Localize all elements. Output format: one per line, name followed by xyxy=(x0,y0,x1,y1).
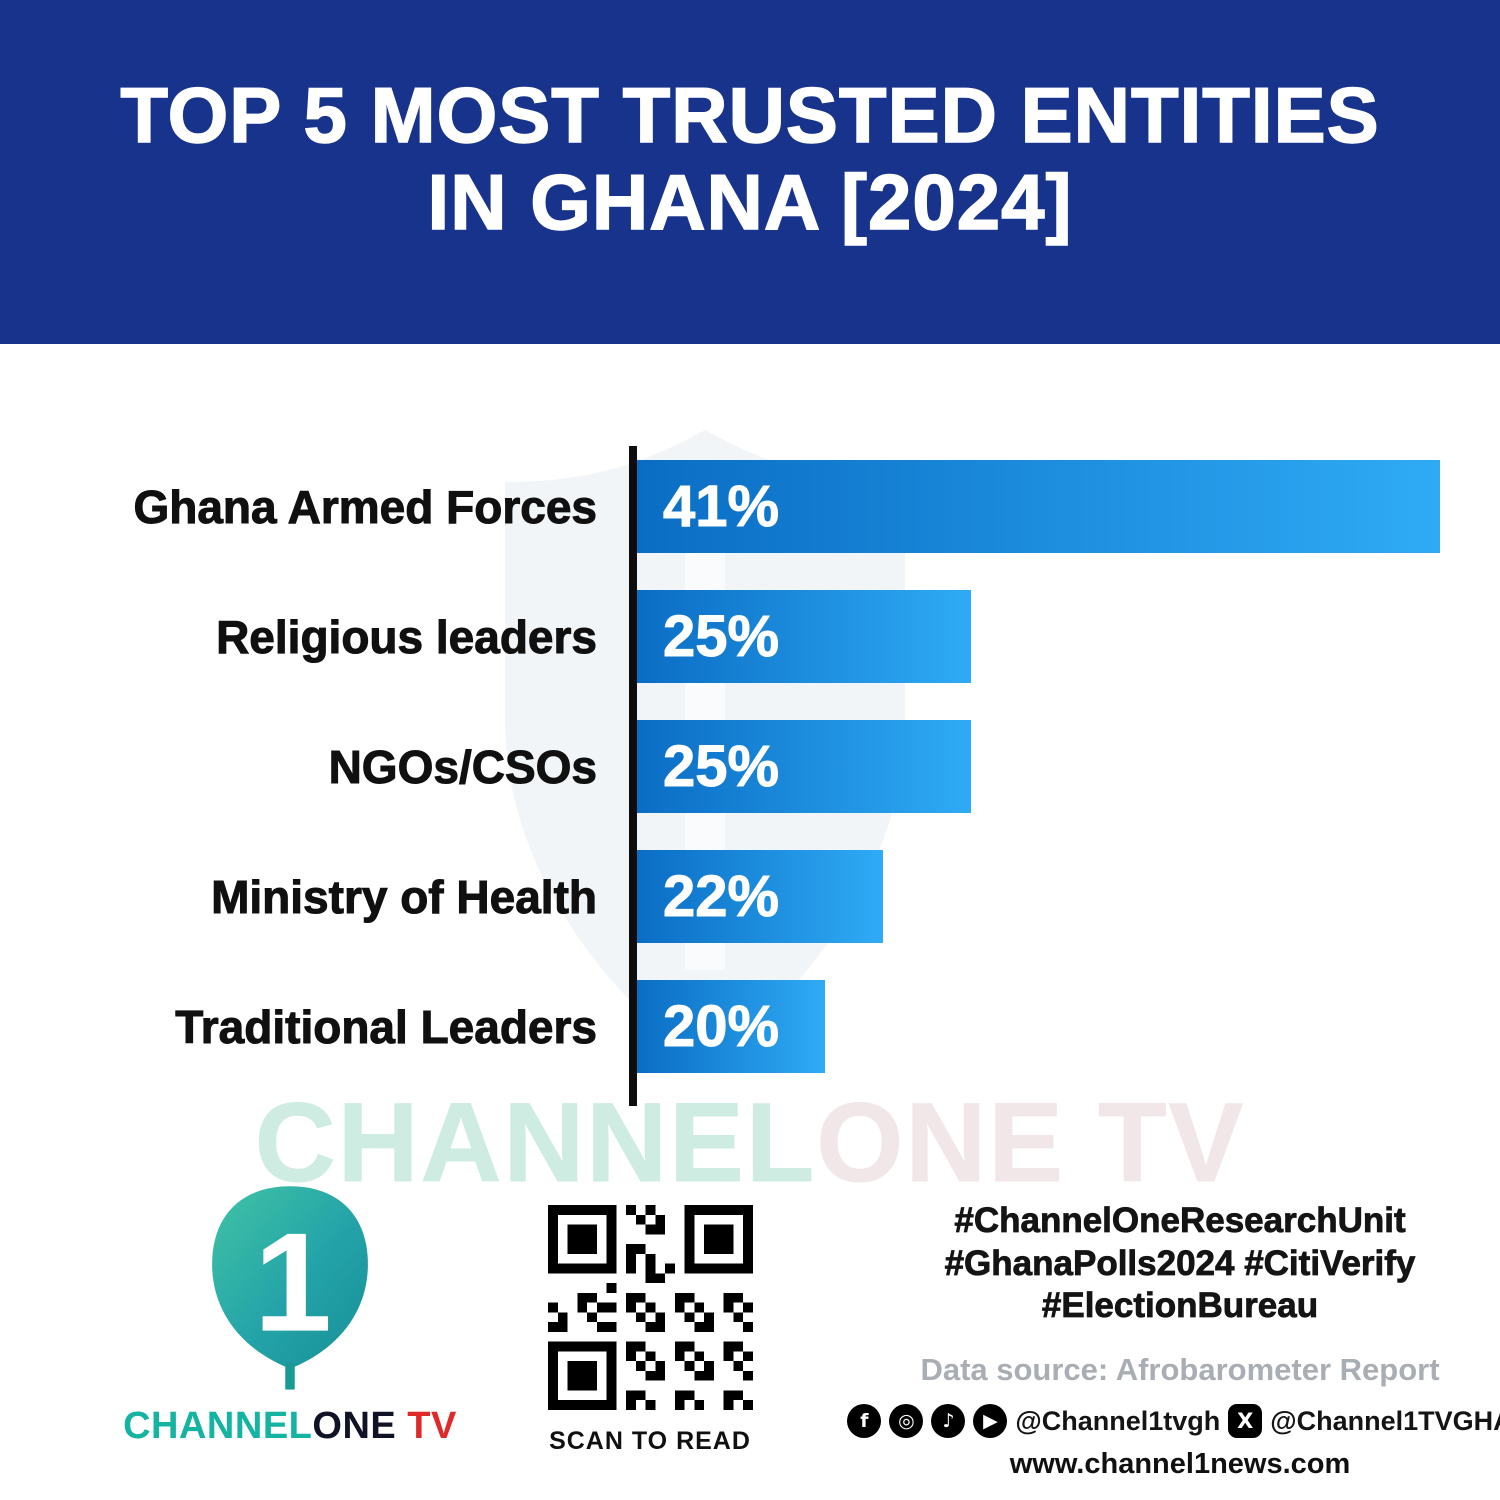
social-row: f ◎ ♪ ▶ @Channel1tvgh X @Channel1TVGHA xyxy=(847,1404,1500,1439)
bar: 25% xyxy=(637,720,971,813)
social-handle-primary: @Channel1tvgh xyxy=(1015,1405,1221,1436)
bar-value-label: 20% xyxy=(662,994,780,1060)
bar-category-label: NGOs/CSOs xyxy=(328,740,597,793)
data-source: Data source: Afrobarometer Report xyxy=(920,1352,1440,1388)
social-handle-x: @Channel1TVGHA xyxy=(1270,1405,1500,1436)
hashtag-line-1: #ChannelOneResearchUnit xyxy=(954,1201,1406,1241)
tiktok-icon: ♪ xyxy=(931,1404,966,1439)
youtube-icon: ▶ xyxy=(973,1404,1008,1439)
brand-wordmark: CHANNELONE TV xyxy=(110,1405,470,1448)
channel-one-logo: 1 CHANNELONE TV xyxy=(110,1180,470,1448)
bar-value-label: 25% xyxy=(662,734,780,800)
bar-category-label: Religious leaders xyxy=(216,610,598,663)
chart-row: Ministry of Health 22% xyxy=(0,850,1500,943)
qr-code xyxy=(547,1205,753,1410)
bar-category-label: Ministry of Health xyxy=(211,870,598,923)
website-url: www.channel1news.com xyxy=(1009,1448,1351,1481)
footer-info: #ChannelOneResearchUnit #GhanaPolls2024 … xyxy=(847,1200,1500,1481)
brand-channel: CHANNEL xyxy=(123,1405,313,1447)
chart-row: Ghana Armed Forces 41% xyxy=(0,460,1500,553)
x-icon: X xyxy=(1228,1404,1263,1439)
chart-row: Traditional Leaders 20% xyxy=(0,980,1500,1073)
header-banner: TOP 5 MOST TRUSTED ENTITIES IN GHANA [20… xyxy=(0,0,1500,344)
bar: 20% xyxy=(637,980,825,1073)
facebook-icon: f xyxy=(847,1404,882,1439)
bar-category-label: Traditional Leaders xyxy=(175,1000,598,1053)
page-title-line2: IN GHANA [2024] xyxy=(427,158,1073,247)
bar: 41% xyxy=(637,460,1440,553)
chart-row: Religious leaders 25% xyxy=(0,590,1500,683)
qr-caption: SCAN TO READ xyxy=(549,1427,751,1455)
bar: 22% xyxy=(637,850,883,943)
instagram-icon: ◎ xyxy=(889,1404,924,1439)
svg-text:1: 1 xyxy=(254,1204,332,1361)
watermark-part1: CHANNEL xyxy=(254,1080,817,1206)
chart-axis-line xyxy=(629,446,637,1106)
qr-block: SCAN TO READ xyxy=(535,1205,765,1456)
bar-chart: Ghana Armed Forces 41% Religious leaders 25… xyxy=(0,460,1500,1110)
watermark-part2: ONE TV xyxy=(816,1080,1246,1206)
chart-row: NGOs/CSOs 25% xyxy=(0,720,1500,813)
watermark-text: CHANNELONE TV xyxy=(0,1078,1500,1207)
brand-one: ONE xyxy=(312,1405,397,1447)
page-title-line1: TOP 5 MOST TRUSTED ENTITIES xyxy=(120,70,1380,159)
channel-one-pick-icon: 1 xyxy=(212,1186,368,1390)
bar-category-label: Ghana Armed Forces xyxy=(133,480,598,533)
bar-value-label: 25% xyxy=(662,604,780,670)
brand-tv: TV xyxy=(396,1405,457,1447)
bar-value-label: 22% xyxy=(662,864,780,930)
hashtag-line-3: #ElectionBureau xyxy=(1041,1286,1319,1326)
bar-value-label: 41% xyxy=(662,474,780,540)
hashtag-line-2: #GhanaPolls2024 #CitiVerify xyxy=(944,1243,1416,1283)
bar: 25% xyxy=(637,590,971,683)
